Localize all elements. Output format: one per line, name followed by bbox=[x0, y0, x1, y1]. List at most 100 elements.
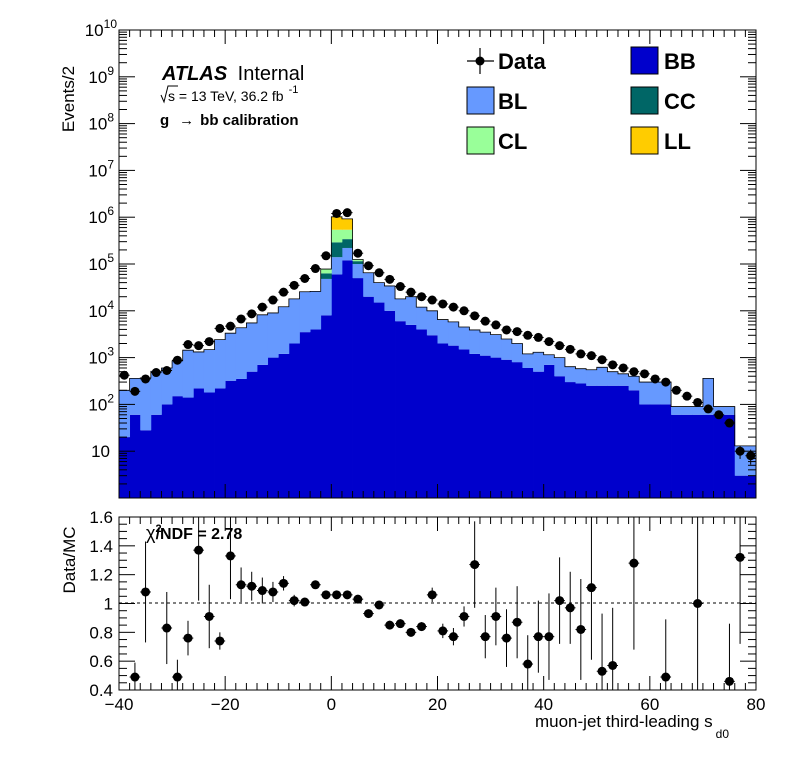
data-point bbox=[703, 404, 713, 414]
legend-swatch-bb bbox=[630, 46, 659, 75]
hist-bar-bb bbox=[235, 378, 247, 498]
hist-bar-bb bbox=[310, 329, 322, 498]
data-point bbox=[321, 251, 331, 261]
data-point bbox=[119, 370, 129, 380]
legend-label-data: Data bbox=[498, 49, 546, 74]
hist-bar-bb bbox=[203, 392, 215, 498]
ratio-point bbox=[661, 672, 671, 682]
data-point bbox=[141, 374, 151, 384]
ratio-point bbox=[215, 636, 225, 646]
hist-bar-bl bbox=[490, 334, 502, 358]
hist-bar-bl bbox=[331, 257, 343, 275]
energy-lumi-value: = 13 TeV, 36.2 fb bbox=[175, 88, 284, 104]
data-point bbox=[640, 369, 650, 379]
ratio-y-axis-title: Data/MC bbox=[60, 526, 79, 593]
ratio-point bbox=[268, 587, 278, 597]
data-point bbox=[714, 410, 724, 420]
hist-bar-bb bbox=[172, 396, 184, 498]
data-point bbox=[650, 374, 660, 384]
hist-bar-bb bbox=[511, 362, 523, 498]
data-point bbox=[342, 208, 352, 218]
ratio-point bbox=[342, 590, 352, 600]
ratio-point bbox=[448, 632, 458, 642]
ratio-point bbox=[459, 611, 469, 621]
main-y-tick-label: 109 bbox=[88, 64, 114, 87]
data-point bbox=[682, 391, 692, 401]
ratio-point bbox=[735, 552, 745, 562]
ratio-point bbox=[172, 672, 182, 682]
ratio-x-ticks: −40 −20 0 20 40 60 80 bbox=[105, 517, 765, 714]
legend-swatch-bl bbox=[466, 86, 495, 115]
ratio-point bbox=[310, 580, 320, 590]
ratio-point bbox=[194, 545, 204, 555]
ratio-points bbox=[129, 517, 746, 690]
main-y-tick-label: 107 bbox=[88, 157, 114, 180]
hist-bar-bb bbox=[490, 357, 502, 498]
chi2-symbol: χ bbox=[146, 523, 156, 543]
main-y-axis-title: Events/2 bbox=[59, 66, 78, 132]
energy-lumi-text: s = 13 TeV, 36.2 fb -1 bbox=[168, 84, 298, 104]
legend-item-cc: CC bbox=[630, 86, 696, 115]
ratio-y-tick-label: 0.6 bbox=[89, 652, 113, 671]
hist-total-outline bbox=[119, 216, 756, 447]
legend-item-data: Data bbox=[467, 48, 546, 74]
hist-bar-bl bbox=[363, 272, 375, 297]
legend-item-bb: BB bbox=[630, 46, 696, 75]
hist-bar-bb bbox=[607, 385, 619, 498]
hist-bar-bl bbox=[469, 329, 481, 354]
ratio-point bbox=[279, 578, 289, 588]
hist-bar-bl bbox=[596, 367, 608, 386]
data-point bbox=[576, 349, 586, 359]
ratio-y-tick-label: 1.4 bbox=[89, 537, 113, 556]
main-y-tick-label: 10 bbox=[91, 442, 110, 461]
hist-bar-cl bbox=[331, 229, 343, 243]
ratio-point bbox=[608, 660, 618, 670]
hist-bar-bb bbox=[341, 260, 353, 498]
hist-bar-bb bbox=[586, 385, 598, 498]
ratio-point bbox=[130, 672, 140, 682]
ratio-point bbox=[629, 558, 639, 568]
legend-data-marker bbox=[475, 56, 485, 66]
data-point bbox=[470, 311, 480, 321]
data-point bbox=[417, 292, 427, 302]
data-points bbox=[119, 208, 756, 465]
sqrt-s-label: s bbox=[168, 88, 175, 104]
hist-bar-bl bbox=[161, 367, 173, 405]
hist-bar-bl bbox=[214, 339, 226, 389]
sqrt-symbol bbox=[160, 85, 178, 104]
hist-bar-bl bbox=[564, 366, 576, 383]
hist-bar-bb bbox=[161, 404, 173, 498]
hist-bar-bl bbox=[246, 322, 258, 372]
data-point bbox=[247, 309, 257, 319]
data-point bbox=[597, 355, 607, 365]
hist-bar-bb bbox=[426, 335, 438, 498]
hist-bar-cc bbox=[352, 261, 364, 264]
data-point bbox=[279, 287, 289, 297]
hist-bar-bl bbox=[479, 332, 491, 356]
hist-bar-bl bbox=[501, 338, 513, 360]
data-point bbox=[533, 332, 543, 342]
legend-label-cc: CC bbox=[664, 89, 696, 114]
calibration-text: bb calibration bbox=[200, 112, 298, 129]
x-axis-title-main: muon-jet third-leading s bbox=[535, 712, 713, 731]
ratio-point bbox=[417, 622, 427, 632]
ratio-x-tick-label: 0 bbox=[327, 695, 336, 714]
x-axis-title: muon-jet third-leading sd0 bbox=[535, 712, 729, 741]
atlas-label: ATLAS bbox=[161, 63, 228, 85]
hist-bar-bl bbox=[140, 377, 152, 431]
main-y-tick-label: 102 bbox=[88, 391, 114, 414]
hist-bar-bb bbox=[724, 414, 736, 498]
ratio-point bbox=[363, 609, 373, 619]
hist-bar-bb bbox=[745, 475, 757, 498]
data-point bbox=[724, 418, 734, 428]
hist-bar-bl bbox=[458, 327, 470, 350]
hist-bar-bl bbox=[543, 354, 555, 365]
ratio-y-tick-label: 1.2 bbox=[89, 566, 113, 585]
hist-bar-bb bbox=[225, 380, 237, 498]
hist-bar-bl bbox=[310, 291, 322, 330]
ratio-point bbox=[555, 596, 565, 606]
hist-bar-bb bbox=[501, 359, 513, 498]
hist-bar-bb bbox=[437, 343, 449, 498]
main-y-tick-label: 1010 bbox=[85, 17, 118, 40]
hist-bar-bl bbox=[299, 291, 311, 333]
